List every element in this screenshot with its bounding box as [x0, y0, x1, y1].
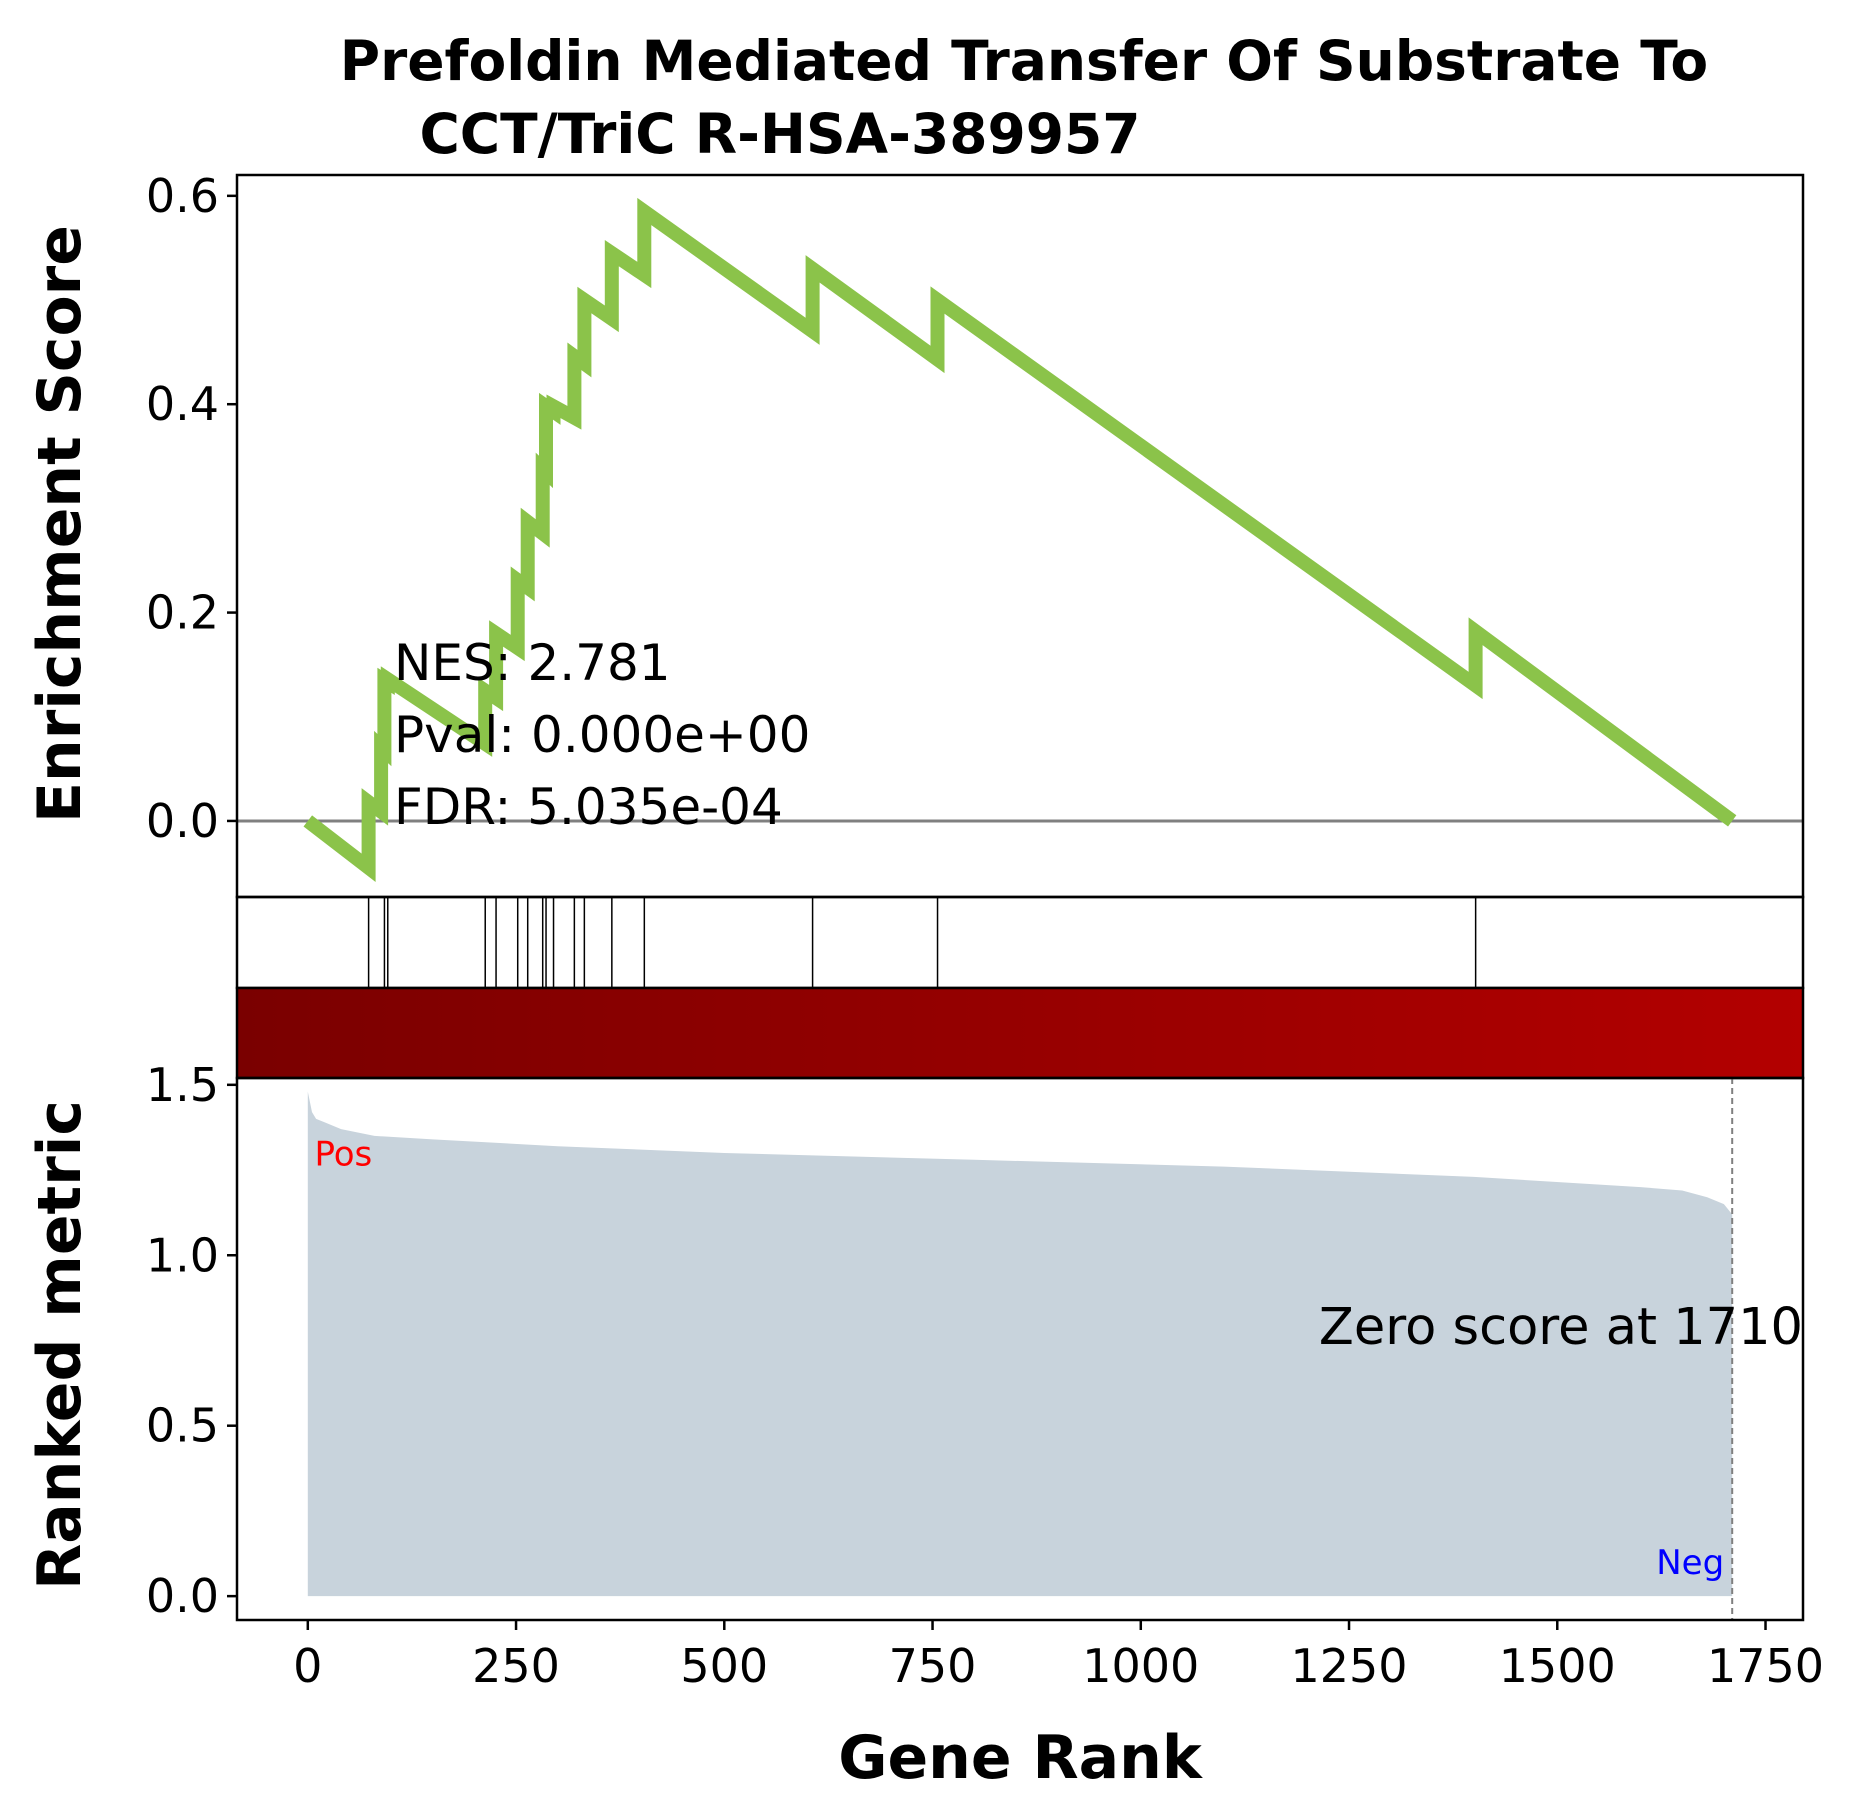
x-tick-label: 0	[293, 1639, 322, 1693]
ranked-metric-panel: Pos Neg Zero score at 1710 0.00.51.01.5 …	[146, 1058, 1824, 1693]
bottom-y-tick-label: 0.0	[146, 1569, 219, 1623]
bottom-y-axis-label: Ranked metric	[25, 1100, 95, 1590]
nes-text: NES: 2.781	[394, 634, 671, 692]
zero-score-label: Zero score at 1710	[1319, 1298, 1803, 1357]
bottom-y-ticks: 0.0 0.5 1.0 1.5	[146, 1058, 237, 1623]
enrichment-score-panel: 0.00.20.40.6 NES: 2.781 Pval: 0.000e+00 …	[146, 169, 1805, 899]
top-y-tick-label: 0.4	[146, 377, 219, 431]
bottom-panel-frame	[235, 1076, 1805, 1622]
top-y-axis-label: Enrichment Score	[25, 225, 95, 823]
gene-hits-panel	[235, 895, 1805, 990]
pos-label: Pos	[314, 1135, 372, 1175]
running-es-line	[303, 197, 1737, 883]
top-y-tick-label: 0.6	[146, 169, 219, 223]
x-tick-label: 500	[680, 1639, 768, 1693]
x-tick-label: 1000	[1082, 1639, 1199, 1693]
top-y-tick-label: 0.0	[146, 794, 219, 848]
top-y-ticks: 0.0 0.2 0.4 0.6	[146, 169, 237, 848]
chart-title-line-1: Prefoldin Mediated Transfer Of Substrate…	[340, 29, 1708, 93]
x-tick-label: 1250	[1290, 1639, 1407, 1693]
fdr-text: FDR: 5.035e-04	[394, 778, 783, 836]
pval-text: Pval: 0.000e+00	[394, 706, 810, 764]
x-tick-label: 250	[472, 1639, 560, 1693]
x-ticks: 0 250 500 750 1000 1250 1500 1750	[293, 1620, 1824, 1693]
neg-label: Neg	[1656, 1543, 1724, 1583]
x-tick-label: 1750	[1707, 1639, 1824, 1693]
hit-lines	[367, 897, 1477, 988]
rank-colorbar	[235, 986, 1805, 1080]
x-axis-label: Gene Rank	[838, 1723, 1204, 1793]
chart-title-line-2: CCT/TriC R-HSA-389957	[419, 102, 1140, 166]
x-tick-label: 1500	[1499, 1639, 1616, 1693]
top-y-tick-label: 0.2	[146, 586, 219, 640]
hits-panel-frame	[235, 895, 1805, 990]
bottom-y-tick-label: 1.5	[146, 1058, 219, 1112]
bottom-y-tick-label: 1.0	[146, 1228, 219, 1282]
bottom-y-tick-label: 0.5	[146, 1399, 219, 1453]
x-tick-label: 750	[889, 1639, 977, 1693]
ranked-metric-area	[307, 1091, 1733, 1597]
